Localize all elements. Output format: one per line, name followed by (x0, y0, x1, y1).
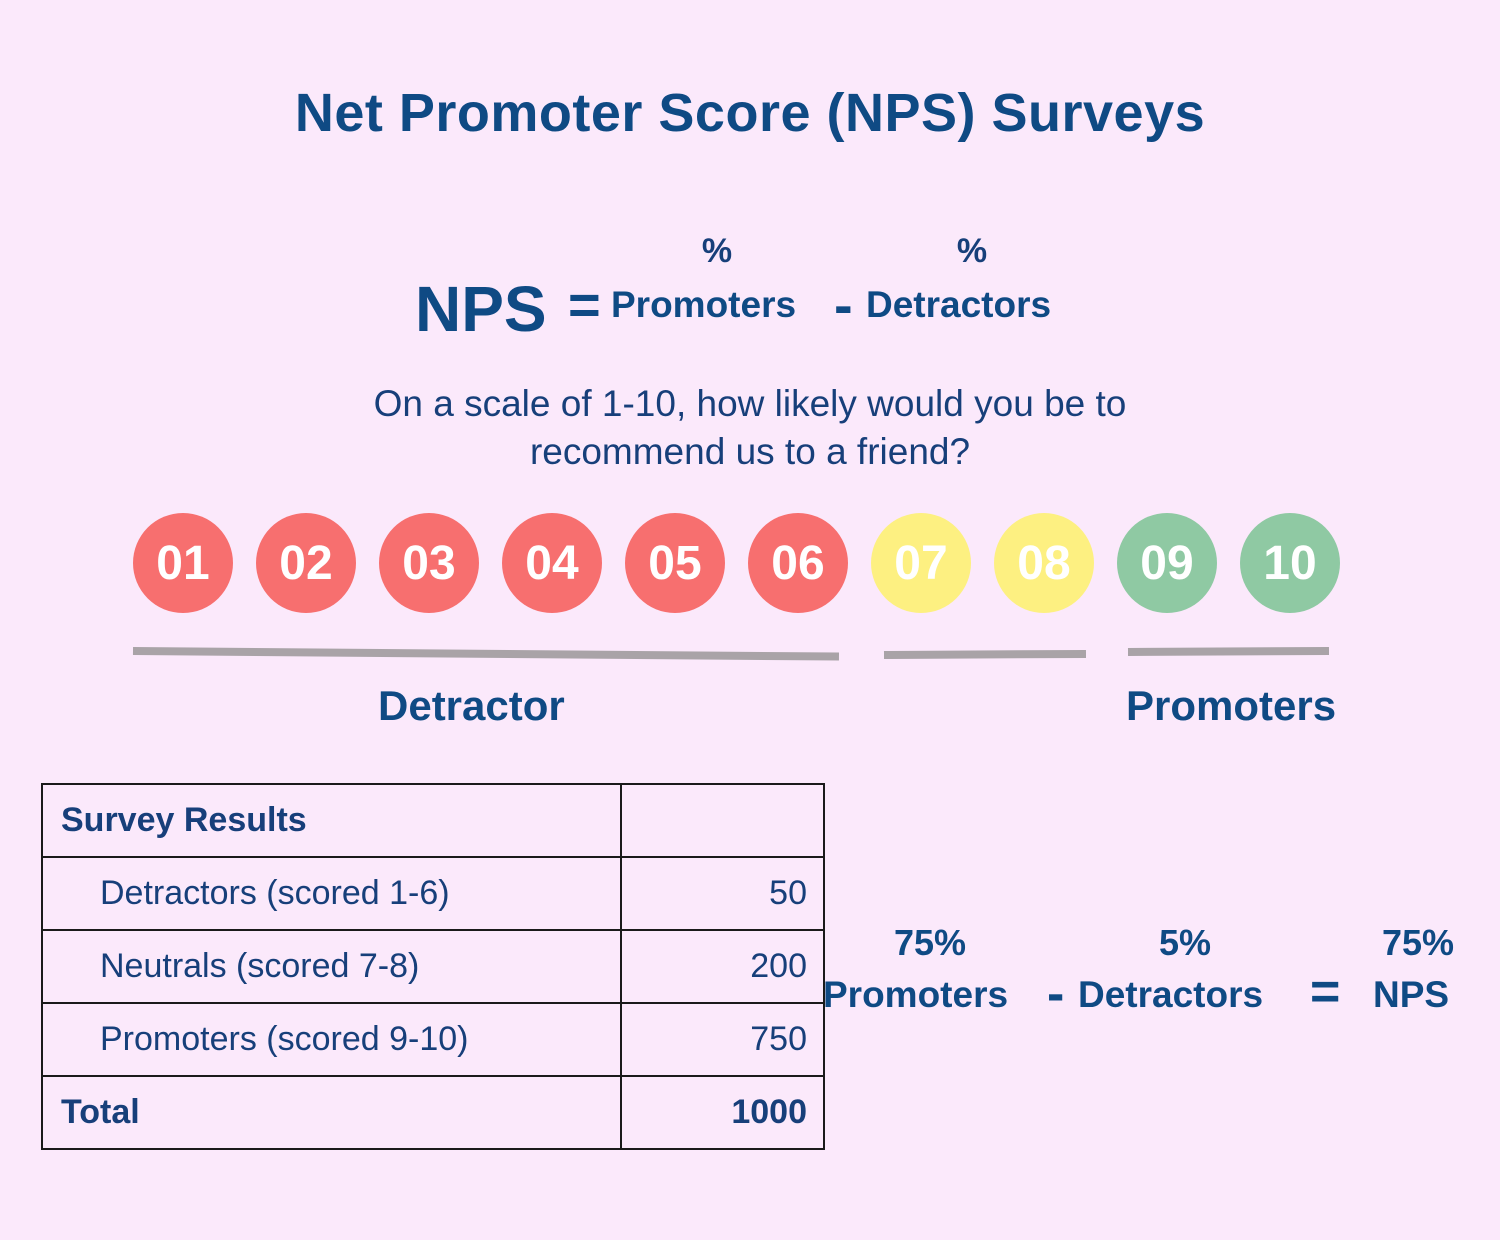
table-row-label: Neutrals (scored 7-8) (41, 929, 622, 1004)
calc-promoters-percent: 75% (893, 922, 967, 963)
table-header-value (620, 783, 825, 858)
detractor-label: Detractor (378, 682, 565, 729)
promoters-bracket (1127, 646, 1330, 656)
calc-equals: = (1310, 963, 1341, 1021)
formula-detractors-percent: % (956, 232, 988, 270)
scale-option-03[interactable]: 03 (379, 513, 479, 613)
promoters-label: Promoters (1126, 682, 1337, 729)
calc-nps: NPS (1373, 974, 1450, 1015)
scale-option-07[interactable]: 07 (871, 513, 971, 613)
scale-option-02[interactable]: 02 (256, 513, 356, 613)
formula-detractors: Detractors (866, 284, 1052, 325)
table-row: Detractors (scored 1-6) 50 (41, 856, 825, 931)
scale-option-04[interactable]: 04 (502, 513, 602, 613)
table-header-row: Survey Results (41, 783, 825, 858)
survey-question-line2: recommend us to a friend? (529, 431, 971, 472)
survey-results-table: Survey Results Detractors (scored 1-6) 5… (41, 783, 825, 1150)
formula-promoters-percent: % (701, 232, 733, 270)
formula-equals: = (568, 273, 601, 336)
table-total-value: 1000 (620, 1075, 825, 1150)
table-total-row: Total 1000 (41, 1075, 825, 1150)
formula-nps: NPS (415, 273, 547, 345)
scale-option-06[interactable]: 06 (748, 513, 848, 613)
table-row: Promoters (scored 9-10) 750 (41, 1002, 825, 1077)
table-row-value: 50 (620, 856, 825, 931)
table-row-label: Promoters (scored 9-10) (41, 1002, 622, 1077)
scale-option-10[interactable]: 10 (1240, 513, 1340, 613)
page-title: Net Promoter Score (NPS) Surveys (294, 83, 1206, 143)
formula-promoters: Promoters (611, 284, 797, 325)
table-header: Survey Results (41, 783, 622, 858)
table-total-label: Total (41, 1075, 622, 1150)
calc-nps-percent: 75% (1381, 922, 1455, 963)
neutral-bracket (883, 649, 1087, 659)
table-row-label: Detractors (scored 1-6) (41, 856, 622, 931)
formula-minus: - (834, 273, 853, 336)
calc-detractors-percent: 5% (1158, 922, 1212, 963)
scale-option-08[interactable]: 08 (994, 513, 1094, 613)
calc-detractors: Detractors (1078, 974, 1264, 1015)
survey-question-line1: On a scale of 1-10, how likely would you… (373, 383, 1127, 424)
scale-option-05[interactable]: 05 (625, 513, 725, 613)
table-row-value: 200 (620, 929, 825, 1004)
scale-option-01[interactable]: 01 (133, 513, 233, 613)
table-row: Neutrals (scored 7-8) 200 (41, 929, 825, 1004)
calc-promoters: Promoters (823, 974, 1009, 1015)
calc-minus: - (1047, 965, 1065, 1023)
detractor-bracket (132, 647, 840, 661)
survey-question: On a scale of 1-10, how likely would you… (0, 380, 1500, 476)
scale-option-09[interactable]: 09 (1117, 513, 1217, 613)
table-row-value: 750 (620, 1002, 825, 1077)
